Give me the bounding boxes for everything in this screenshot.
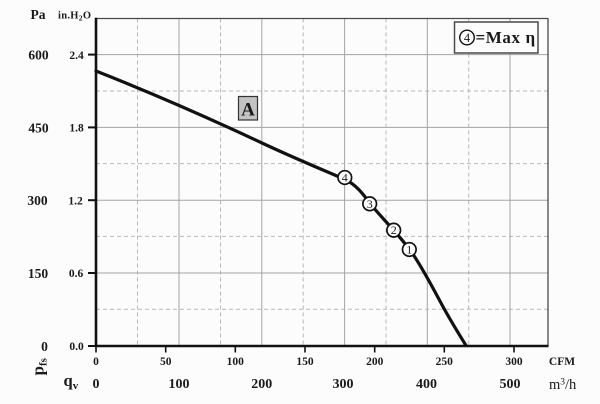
svg-text:300: 300 xyxy=(333,377,354,392)
svg-text:qv: qv xyxy=(64,371,79,392)
svg-text:2: 2 xyxy=(391,223,397,237)
svg-text:0: 0 xyxy=(41,339,48,354)
svg-text:pfs: pfs xyxy=(29,357,50,375)
svg-text:m3/h: m3/h xyxy=(549,377,577,393)
svg-text:0: 0 xyxy=(93,356,99,368)
svg-text:450: 450 xyxy=(28,120,49,135)
svg-text:4: 4 xyxy=(342,171,348,185)
svg-text:250: 250 xyxy=(436,356,454,368)
svg-text:150: 150 xyxy=(28,266,49,281)
svg-text:200: 200 xyxy=(251,377,272,392)
svg-text:0: 0 xyxy=(93,377,100,392)
svg-text:Pa: Pa xyxy=(31,7,46,22)
svg-text:0.0: 0.0 xyxy=(69,341,84,353)
svg-text:100: 100 xyxy=(227,356,245,368)
svg-text:300: 300 xyxy=(505,356,523,368)
svg-text:50: 50 xyxy=(160,356,172,368)
svg-text:150: 150 xyxy=(296,356,314,368)
svg-text:CFM: CFM xyxy=(549,356,575,368)
svg-text:1.2: 1.2 xyxy=(68,195,83,207)
svg-text:2.4: 2.4 xyxy=(69,50,84,62)
svg-text:4: 4 xyxy=(464,31,471,45)
svg-text:1: 1 xyxy=(406,243,412,257)
svg-text:=Max η: =Max η xyxy=(476,28,536,47)
svg-text:600: 600 xyxy=(28,48,49,63)
svg-text:0.6: 0.6 xyxy=(69,268,84,280)
svg-text:in.H2O: in.H2O xyxy=(58,11,91,23)
svg-text:1.8: 1.8 xyxy=(69,123,84,135)
svg-text:200: 200 xyxy=(366,356,384,368)
svg-text:3: 3 xyxy=(367,197,373,211)
svg-text:300: 300 xyxy=(27,193,48,208)
svg-text:400: 400 xyxy=(416,377,437,392)
svg-text:A: A xyxy=(241,100,255,121)
svg-text:100: 100 xyxy=(169,377,190,392)
svg-text:500: 500 xyxy=(500,377,521,392)
